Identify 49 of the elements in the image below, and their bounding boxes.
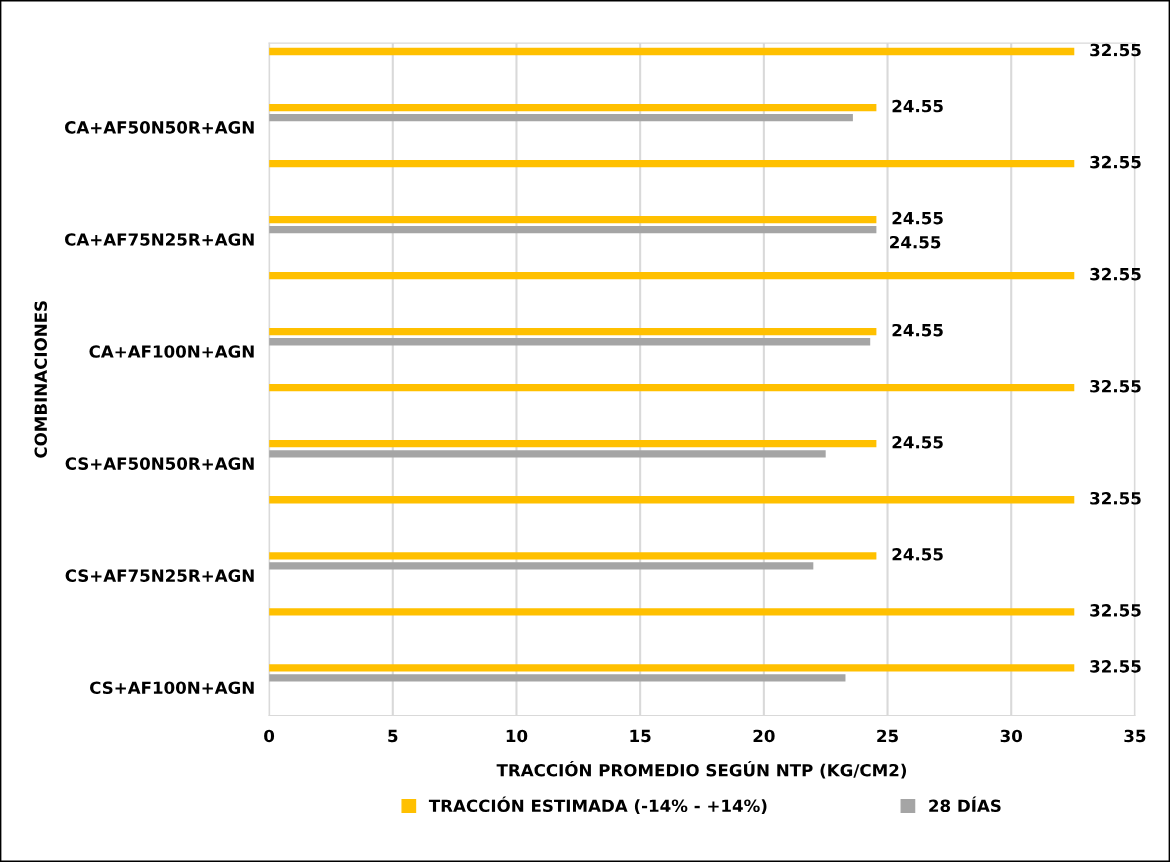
bar	[269, 226, 877, 234]
data-label: 32.55	[1090, 491, 1141, 505]
x-tick-label: 35	[1124, 729, 1146, 743]
data-label: 24.55	[892, 435, 943, 449]
data-label: 24.55	[890, 235, 941, 249]
data-label: 24.55	[892, 211, 943, 225]
data-label: 24.55	[892, 548, 943, 561]
x-tick-label: 10	[506, 729, 528, 743]
x-tick-label: 5	[388, 729, 398, 743]
x-tick-label: 30	[1000, 729, 1023, 743]
data-label: 24.55	[892, 323, 943, 337]
bar	[269, 328, 877, 336]
bar	[269, 496, 1075, 504]
legend-label: 28 DÍAS	[929, 796, 1001, 813]
x-tick-label: 25	[877, 729, 898, 743]
y-tick-label: CS+AF75N25R+AGN	[65, 569, 254, 582]
bar	[269, 159, 1075, 168]
x-tick-label: 20	[753, 729, 775, 743]
y-tick-label: CA+AF100N+AGN	[89, 345, 254, 358]
bar	[269, 113, 853, 122]
bar	[269, 338, 871, 346]
y-tick-label: CS+AF100N+AGN	[90, 681, 254, 695]
legend-label: TRACCIÓN ESTIMADA (-14% - +14%)	[428, 796, 767, 815]
y-tick-label: CS+AF50N50R+AGN	[65, 457, 254, 470]
bar	[269, 384, 1075, 392]
data-label: 32.55	[1090, 155, 1141, 169]
bar	[269, 103, 877, 112]
bar	[269, 450, 826, 458]
data-label: 32.55	[1090, 379, 1141, 393]
y-axis-title: COMBINACIONES	[34, 301, 48, 458]
bar	[269, 674, 846, 682]
x-tick-label: 15	[630, 729, 651, 743]
data-label: 32.55	[1090, 43, 1141, 57]
bar	[269, 608, 1075, 616]
bar	[269, 47, 1075, 56]
bar	[269, 271, 1075, 280]
data-label: 32.55	[1090, 604, 1141, 617]
bar	[269, 562, 814, 570]
data-label: 32.55	[1090, 267, 1141, 281]
bar	[269, 215, 877, 224]
bar	[269, 664, 1075, 672]
data-label: 24.55	[892, 99, 943, 113]
data-label: 32.55	[1090, 660, 1141, 673]
y-tick-label: CA+AF50N50R+AGN	[65, 121, 254, 134]
y-tick-label: CA+AF75N25R+AGN	[65, 233, 254, 246]
bar	[269, 552, 877, 560]
bar	[269, 440, 877, 448]
x-tick-label: 0	[264, 729, 275, 743]
x-axis-title: TRACCIÓN PROMEDIO SEGÚN NTP (KG/CM2)	[496, 760, 907, 779]
